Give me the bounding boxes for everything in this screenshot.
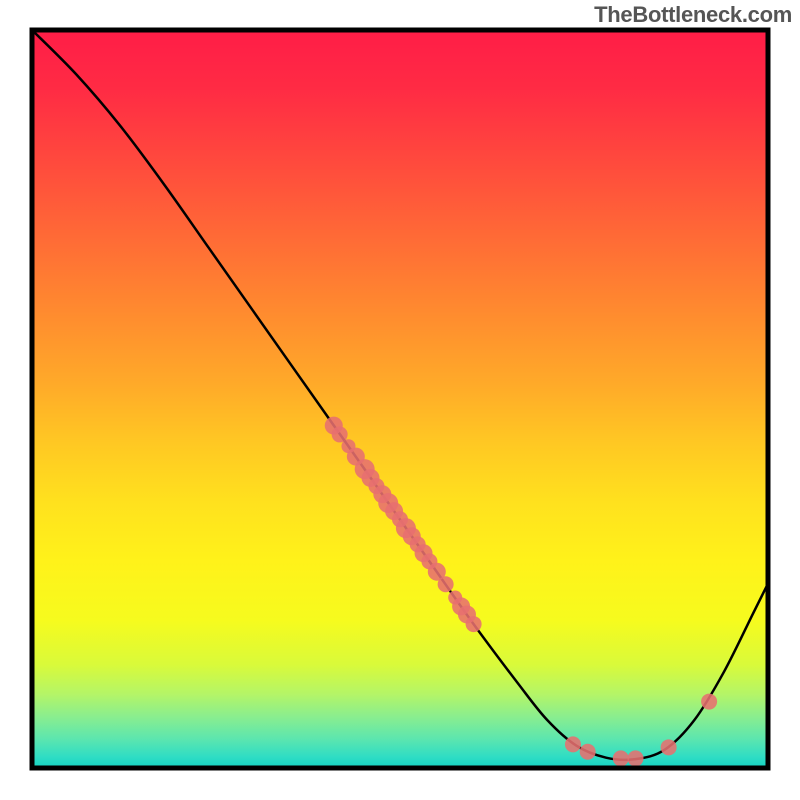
gradient-background: [32, 30, 768, 768]
data-marker: [580, 744, 596, 760]
data-marker: [661, 739, 677, 755]
watermark-text: TheBottleneck.com: [594, 2, 792, 28]
data-marker: [565, 736, 581, 752]
data-marker: [628, 750, 644, 766]
data-marker: [466, 616, 482, 632]
bottleneck-chart: [0, 0, 800, 800]
data-marker: [701, 694, 717, 710]
chart-container: TheBottleneck.com: [0, 0, 800, 800]
data-marker: [438, 576, 454, 592]
data-marker: [613, 750, 629, 766]
